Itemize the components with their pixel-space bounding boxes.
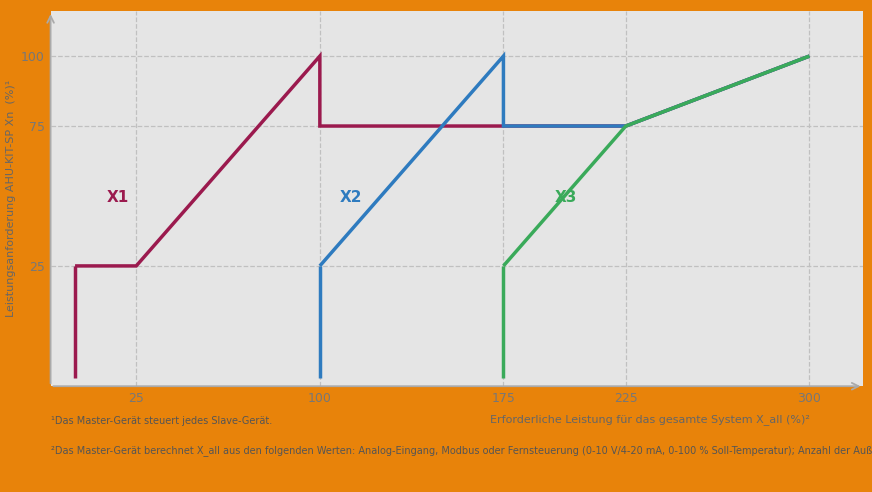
Text: X1: X1 (107, 189, 129, 205)
Y-axis label: Leistungsanforderung AHU-KIT-SP Xn  (%)¹: Leistungsanforderung AHU-KIT-SP Xn (%)¹ (5, 80, 16, 317)
Text: ²Das Master-Gerät berechnet X_all aus den folgenden Werten: Analog-Eingang, Modb: ²Das Master-Gerät berechnet X_all aus de… (51, 445, 872, 456)
Text: ¹Das Master-Gerät steuert jedes Slave-Gerät.: ¹Das Master-Gerät steuert jedes Slave-Ge… (51, 416, 272, 426)
Text: X2: X2 (339, 189, 362, 205)
Text: X3: X3 (555, 189, 577, 205)
Text: Erforderliche Leistung für das gesamte System X_all (%)²: Erforderliche Leistung für das gesamte S… (489, 414, 809, 425)
